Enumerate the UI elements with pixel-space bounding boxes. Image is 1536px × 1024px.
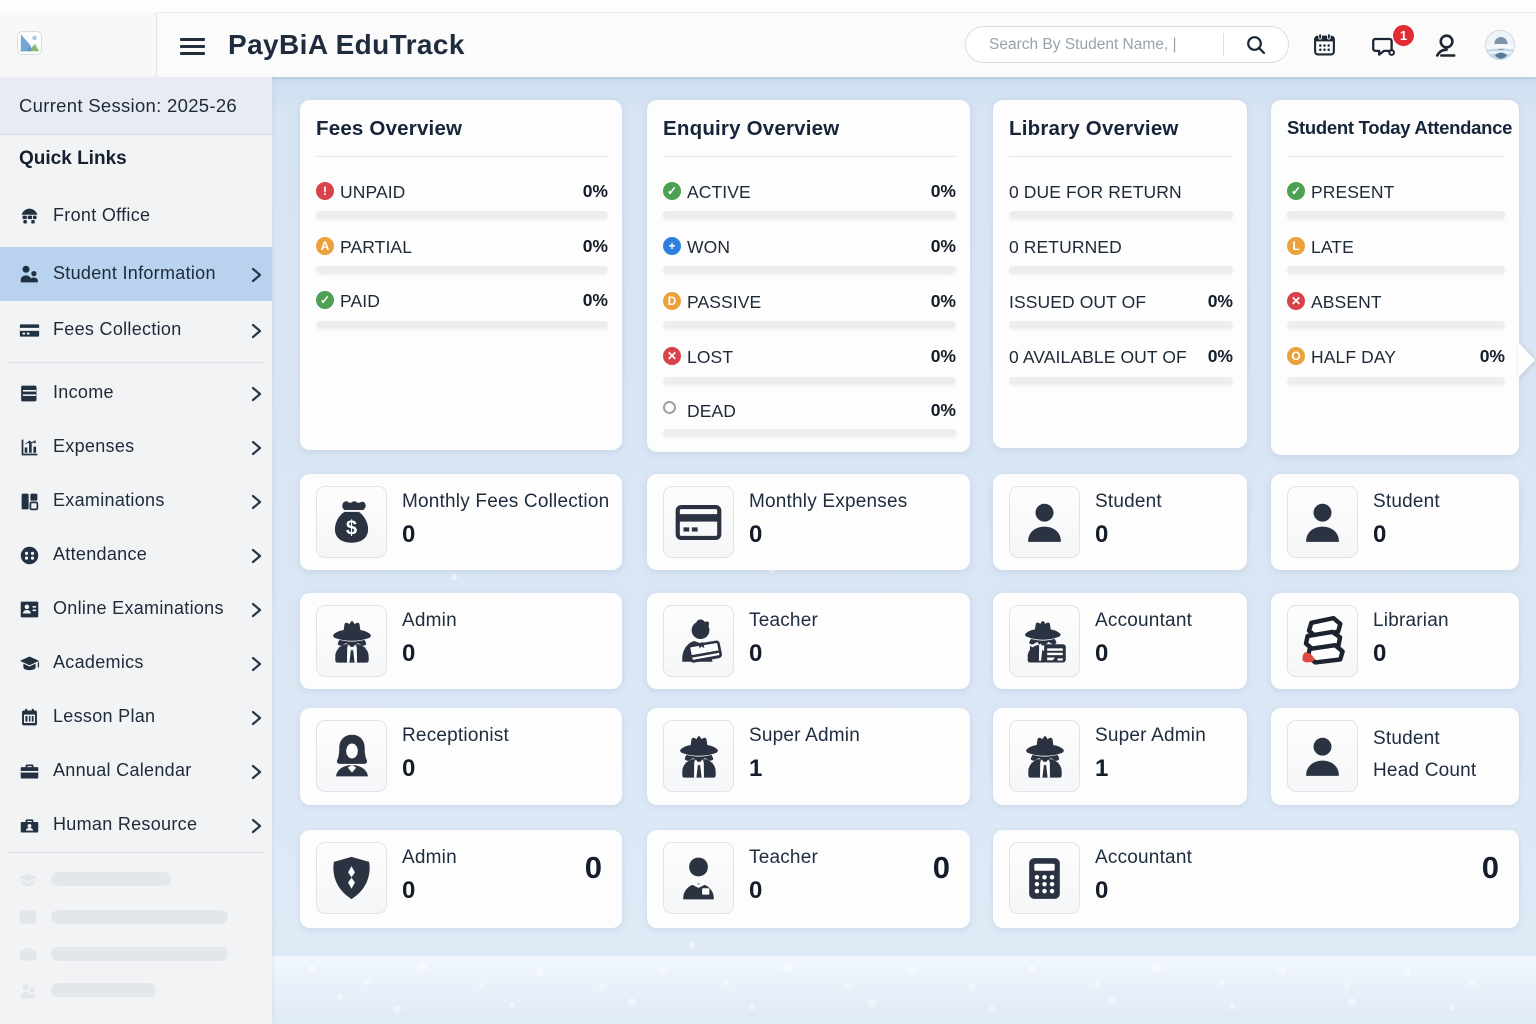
svg-text:$: $ — [346, 517, 357, 539]
